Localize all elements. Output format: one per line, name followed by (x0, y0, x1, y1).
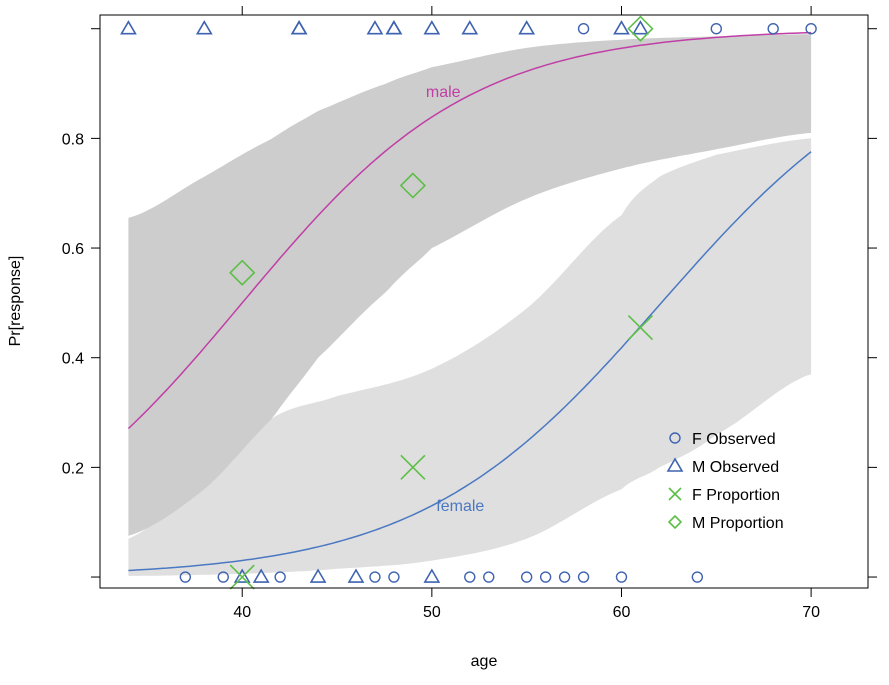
m-proportion-point (399, 172, 427, 199)
m-observed-point (366, 20, 384, 35)
m-proportion-point (229, 259, 256, 286)
legend-marker-m-observed (666, 457, 684, 472)
x-tick-label: 60 (613, 604, 631, 621)
x-tick-label: 50 (423, 604, 441, 621)
m-observed-point (632, 20, 649, 35)
legend-marker-f-observed (669, 432, 681, 444)
m-observed-point (233, 568, 251, 583)
legend-label: M Observed (692, 459, 779, 476)
legend-marker-f-proportion (668, 487, 682, 501)
y-tick-label: 0.2 (62, 460, 84, 477)
f-observed-point (464, 571, 476, 583)
m-observed-point (423, 568, 441, 583)
m-observed-point (195, 20, 213, 35)
fitted-curves: male female (127, 31, 812, 572)
m-observed-point (120, 20, 137, 35)
female-confidence-band (128, 138, 812, 576)
f-observed-point (274, 571, 286, 583)
legend-label: F Proportion (692, 487, 780, 504)
legend-label: F Observed (692, 431, 776, 448)
f-observed-point (577, 23, 590, 35)
f-observed-point (179, 571, 192, 583)
m-observed-point (613, 20, 630, 35)
f-observed-point (805, 23, 817, 35)
f-observed-point (767, 23, 779, 35)
m-observed-point (252, 568, 270, 583)
male-fitted-line (127, 31, 812, 430)
f-observed-point (539, 571, 552, 583)
f-observed-point (369, 571, 381, 583)
f-observed-point (710, 23, 722, 35)
f-observed-point (388, 571, 400, 583)
x-axis-label: age (471, 653, 498, 670)
legend-label: M Proportion (692, 515, 784, 532)
m-observed-point (290, 20, 308, 35)
m-proportion-point (627, 15, 654, 42)
m-observed-point (309, 568, 327, 583)
m-observed-point (385, 20, 403, 35)
y-tick-label: 0.4 (62, 351, 84, 368)
y-axis-label: Pr[response] (7, 256, 24, 347)
axis-ticks: 40 50 60 70 0.2 0.4 0.6 0.8 (62, 6, 877, 621)
x-tick-label: 40 (233, 604, 251, 621)
legend-marker-m-proportion (667, 514, 683, 530)
m-observed-point (461, 20, 479, 35)
f-observed-point (558, 571, 571, 583)
m-observed-point (518, 20, 536, 35)
f-proportion-point (627, 314, 654, 341)
f-observed-point (483, 571, 495, 583)
y-tick-label: 0.6 (62, 241, 84, 258)
female-curve-label: female (436, 498, 484, 515)
f-observed-point (615, 571, 628, 583)
m-observed-point (385, 20, 403, 35)
legend: F Observed M Observed F Proportion M Propor… (666, 431, 784, 532)
f-observed-point (217, 571, 229, 583)
female-fitted-line (128, 151, 812, 572)
f-observed-point (577, 571, 590, 583)
f-proportion-point (400, 454, 426, 480)
f-observed-point (691, 571, 704, 583)
plot-frame (99, 14, 869, 589)
f-observed-point (520, 571, 533, 583)
male-confidence-band (128, 34, 812, 536)
m-observed-point (423, 20, 441, 35)
male-curve-label: male (426, 84, 461, 101)
data-points (120, 15, 817, 590)
f-proportion-point (229, 564, 255, 590)
m-observed-point (290, 20, 308, 35)
m-observed-point (347, 568, 365, 583)
y-tick-label: 0.8 (62, 131, 84, 148)
x-tick-label: 70 (802, 604, 820, 621)
confidence-bands (128, 34, 812, 576)
